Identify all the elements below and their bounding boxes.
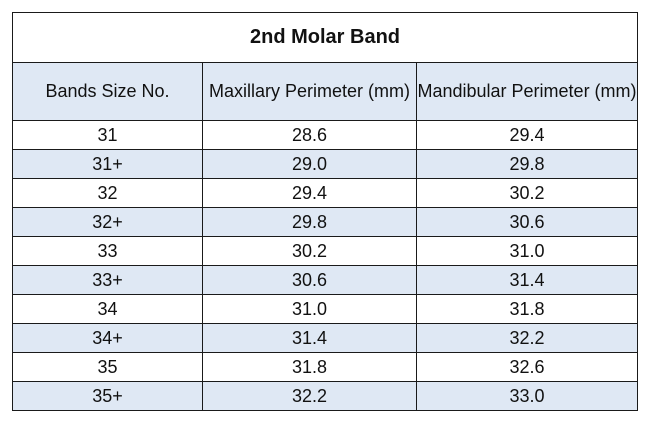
- band-size-cell: 31: [12, 120, 203, 150]
- band-size-cell: 34+: [12, 323, 203, 353]
- table-row: 34+ 31.4 32.2: [12, 323, 639, 353]
- maxillary-perimeter-cell: 31.8: [202, 352, 417, 382]
- mandibular-perimeter-cell: 29.8: [415, 149, 639, 179]
- band-size-cell: 34: [12, 294, 203, 324]
- maxillary-perimeter-cell: 29.0: [202, 149, 417, 179]
- band-size-cell: 31+: [12, 149, 203, 179]
- table-title-row: 2nd Molar Band: [11, 12, 639, 63]
- band-size-cell: 32: [12, 178, 203, 208]
- maxillary-perimeter-cell: 29.8: [202, 207, 417, 237]
- band-size-cell: 35: [12, 352, 203, 382]
- molar-band-table: 2nd Molar Band Bands Size No. Maxillary …: [11, 12, 639, 411]
- table-row: 31+ 29.0 29.8: [12, 149, 639, 179]
- mandibular-perimeter-cell: 31.8: [415, 294, 639, 324]
- maxillary-perimeter-cell: 32.2: [202, 381, 417, 411]
- maxillary-perimeter-cell: 30.6: [202, 265, 417, 295]
- column-header-maxillary-perimeter: Maxillary Perimeter (mm): [202, 62, 417, 121]
- table-row: 32 29.4 30.2: [12, 178, 639, 208]
- maxillary-perimeter-cell: 30.2: [202, 236, 417, 266]
- mandibular-perimeter-cell: 30.6: [415, 207, 639, 237]
- table-header-row: Bands Size No. Maxillary Perimeter (mm) …: [12, 62, 639, 121]
- mandibular-perimeter-cell: 31.4: [415, 265, 639, 295]
- maxillary-perimeter-cell: 29.4: [202, 178, 417, 208]
- table-row: 33 30.2 31.0: [12, 236, 639, 266]
- band-size-cell: 32+: [12, 207, 203, 237]
- table-title: 2nd Molar Band: [11, 12, 639, 63]
- mandibular-perimeter-cell: 31.0: [415, 236, 639, 266]
- maxillary-perimeter-cell: 31.4: [202, 323, 417, 353]
- table-row: 35+ 32.2 33.0: [12, 381, 639, 411]
- maxillary-perimeter-cell: 28.6: [202, 120, 417, 150]
- band-size-cell: 33+: [12, 265, 203, 295]
- mandibular-perimeter-cell: 32.6: [415, 352, 639, 382]
- molar-band-table-container: 2nd Molar Band Bands Size No. Maxillary …: [11, 12, 639, 411]
- column-header-mandibular-perimeter: Mandibular Perimeter (mm): [415, 62, 639, 121]
- mandibular-perimeter-cell: 32.2: [415, 323, 639, 353]
- mandibular-perimeter-cell: 30.2: [415, 178, 639, 208]
- table-row: 33+ 30.6 31.4: [12, 265, 639, 295]
- mandibular-perimeter-cell: 33.0: [415, 381, 639, 411]
- table-row: 35 31.8 32.6: [12, 352, 639, 382]
- table-row: 31 28.6 29.4: [12, 120, 639, 150]
- band-size-cell: 33: [12, 236, 203, 266]
- column-header-band-size: Bands Size No.: [12, 62, 203, 121]
- mandibular-perimeter-cell: 29.4: [415, 120, 639, 150]
- maxillary-perimeter-cell: 31.0: [202, 294, 417, 324]
- band-size-cell: 35+: [12, 381, 203, 411]
- table-row: 32+ 29.8 30.6: [12, 207, 639, 237]
- table-row: 34 31.0 31.8: [12, 294, 639, 324]
